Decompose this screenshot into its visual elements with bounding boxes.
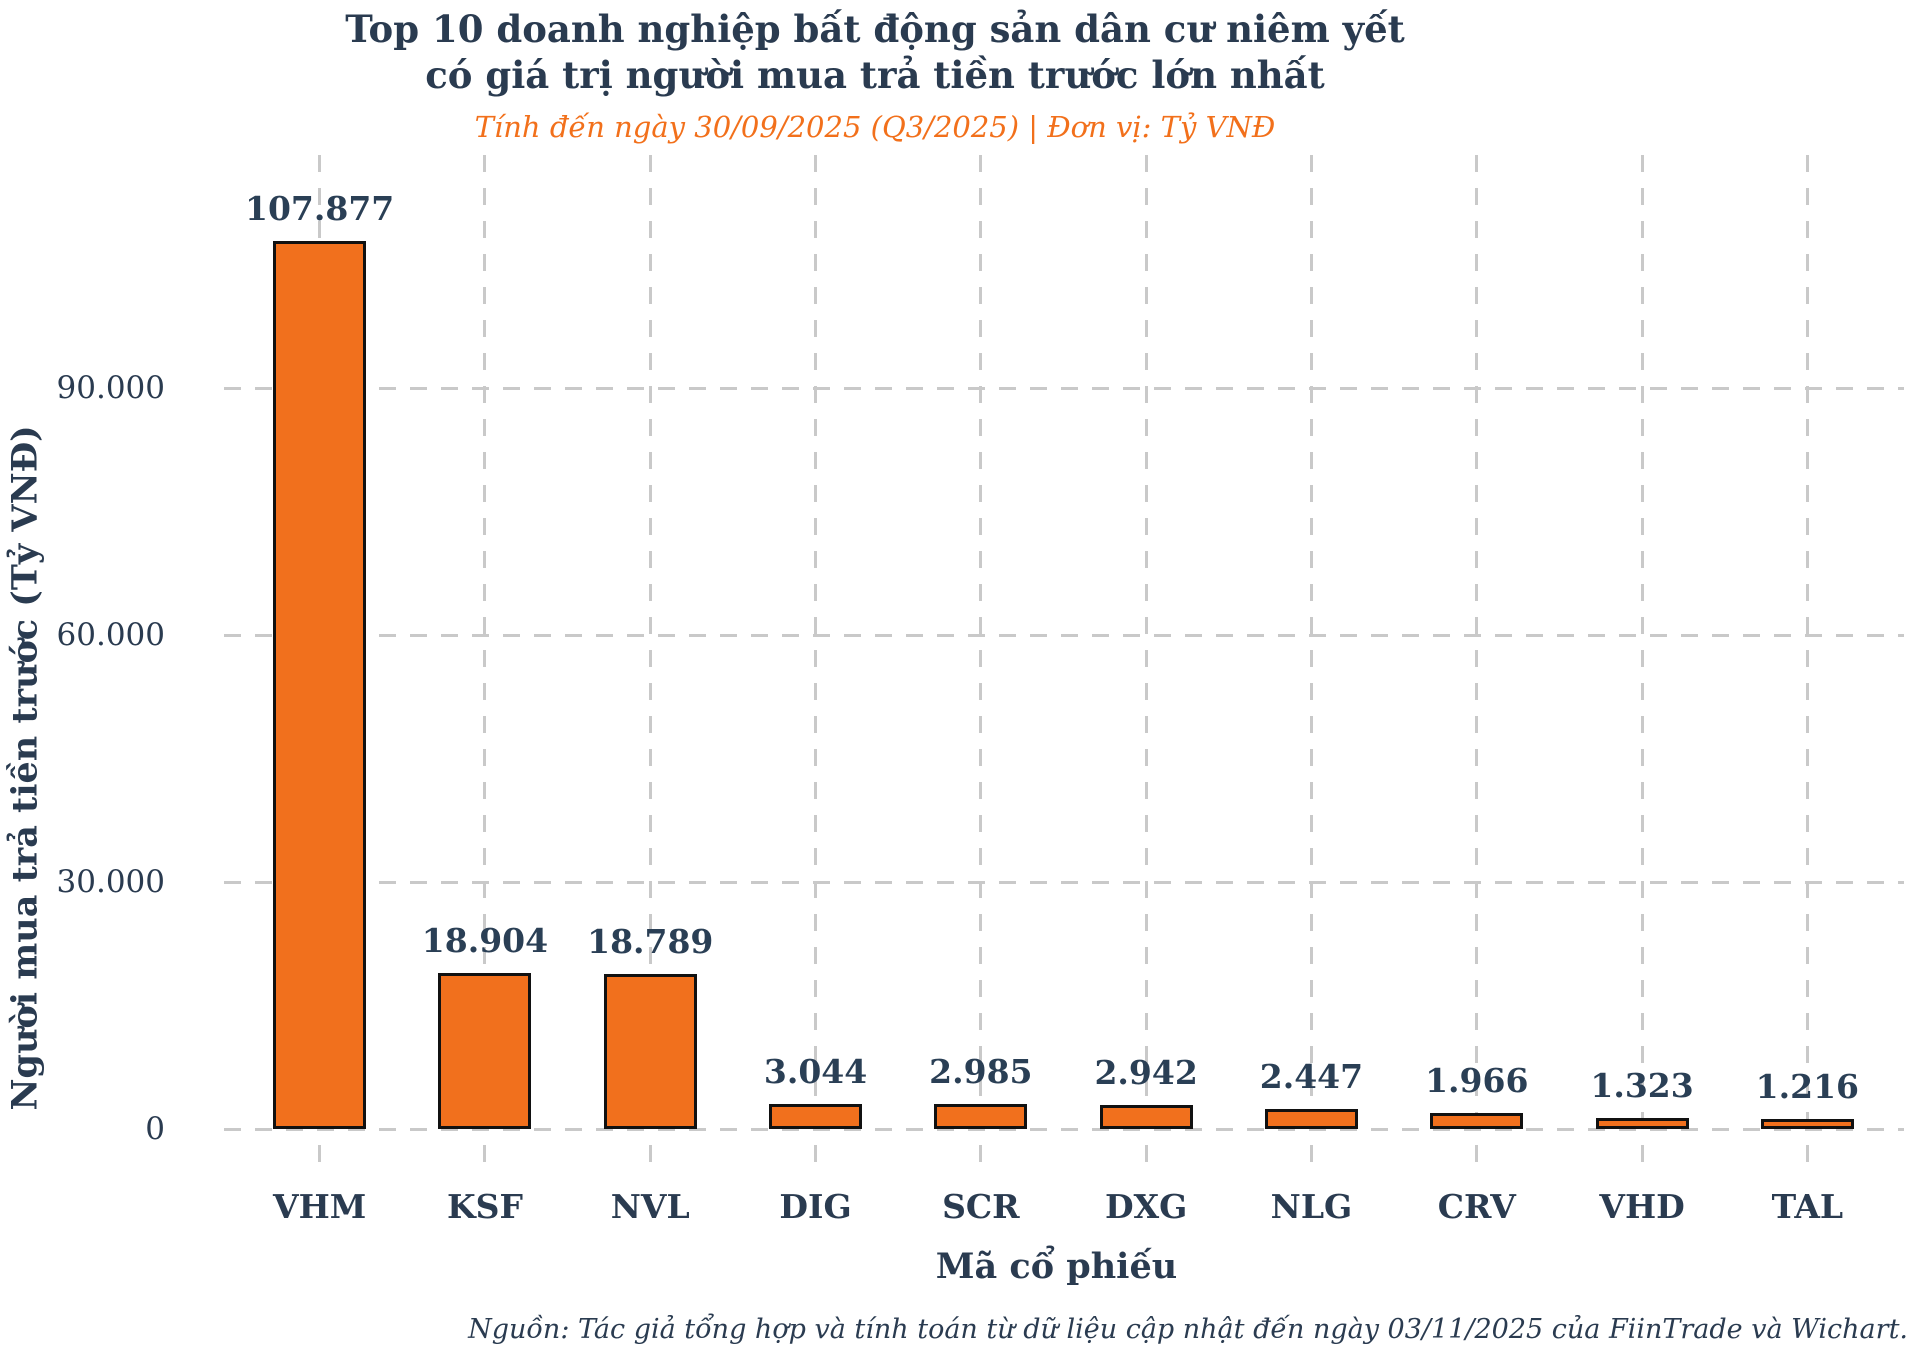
gridline-x-KSF	[483, 155, 487, 1178]
bar-KSF	[438, 973, 532, 1129]
x-tick-label-CRV: CRV	[1437, 1187, 1516, 1226]
gridline-x-VHD	[1640, 155, 1644, 1178]
x-tick-label-KSF: KSF	[446, 1187, 523, 1226]
gridline-x-SCR	[979, 155, 983, 1178]
gridline-x-CRV	[1475, 155, 1479, 1178]
x-axis-title: Mã cổ phiếu	[935, 1246, 1178, 1287]
chart-subtitle: Tính đến ngày 30/09/2025 (Q3/2025) | Đơn…	[474, 110, 1276, 144]
x-tick-label-VHM: VHM	[272, 1187, 367, 1226]
chart-header: Top 10 doanh nghiệp bất động sản dân cư …	[0, 6, 1750, 144]
bar-NLG	[1264, 1108, 1358, 1129]
x-tick-label-NVL: NVL	[610, 1187, 690, 1226]
bar-TAL	[1760, 1118, 1854, 1129]
value-label-TAL: 1.216	[1755, 1066, 1860, 1106]
x-tick-label-DIG: DIG	[779, 1187, 852, 1226]
y-tick-label-0: 0	[145, 1111, 165, 1147]
gridline-x-NLG	[1309, 155, 1313, 1178]
y-axis-title: Người mua trả tiền trước (Tỷ VNĐ)	[4, 425, 46, 1111]
value-label-DIG: 3.044	[763, 1051, 868, 1091]
plot-area: 107.877 18.904 18.789 3.044 2.985 2.942 2.447 1…	[57, 155, 1904, 1226]
bar-DXG	[1099, 1104, 1193, 1129]
gridline-x-DIG	[814, 155, 818, 1178]
gridline-y-0	[224, 1127, 1904, 1131]
gridline-y-60.000	[224, 633, 1904, 637]
x-tick-label-NLG: NLG	[1270, 1187, 1353, 1226]
chart-title-line2: có giá trị người mua trả tiền trước lớn …	[425, 53, 1325, 97]
bar-SCR	[934, 1104, 1028, 1129]
chart-title-line1: Top 10 doanh nghiệp bất động sản dân cư …	[345, 7, 1405, 51]
y-tick-label-30.000: 30.000	[56, 864, 165, 900]
gridline-x-NVL	[648, 155, 652, 1178]
bar-NVL	[603, 974, 697, 1129]
value-label-KSF: 18.904	[421, 921, 549, 961]
y-tick-label-90.000: 90.000	[56, 370, 165, 406]
y-tick-label-60.000: 60.000	[56, 617, 165, 653]
value-label-VHD: 1.323	[1590, 1066, 1694, 1106]
x-tick-label-VHD: VHD	[1599, 1187, 1685, 1226]
y-axis-title-wrap: Người mua trả tiền trước (Tỷ VNĐ)	[0, 250, 80, 1110]
gridline-x-DXG	[1144, 155, 1148, 1178]
x-tick-label-SCR: SCR	[942, 1187, 1020, 1226]
value-label-VHM: 107.877	[245, 188, 395, 228]
value-label-NVL: 18.789	[587, 922, 714, 962]
x-tick-label-TAL: TAL	[1771, 1187, 1844, 1226]
bar-DIG	[769, 1103, 863, 1129]
value-label-NLG: 2.447	[1259, 1056, 1364, 1096]
bar-CRV	[1430, 1112, 1524, 1129]
gridline-y-90.000	[224, 386, 1904, 390]
source-note: Nguồn: Tác giả tổng hợp và tính toán từ …	[468, 1314, 1908, 1345]
gridline-y-30.000	[224, 880, 1904, 884]
value-label-DXG: 2.942	[1094, 1052, 1198, 1092]
x-tick-label-DXG: DXG	[1104, 1187, 1188, 1226]
value-label-CRV: 1.966	[1425, 1060, 1529, 1100]
bar-VHM	[273, 240, 367, 1129]
gridline-x-TAL	[1805, 155, 1809, 1178]
bar-VHD	[1595, 1118, 1689, 1129]
value-label-SCR: 2.985	[929, 1052, 1033, 1092]
